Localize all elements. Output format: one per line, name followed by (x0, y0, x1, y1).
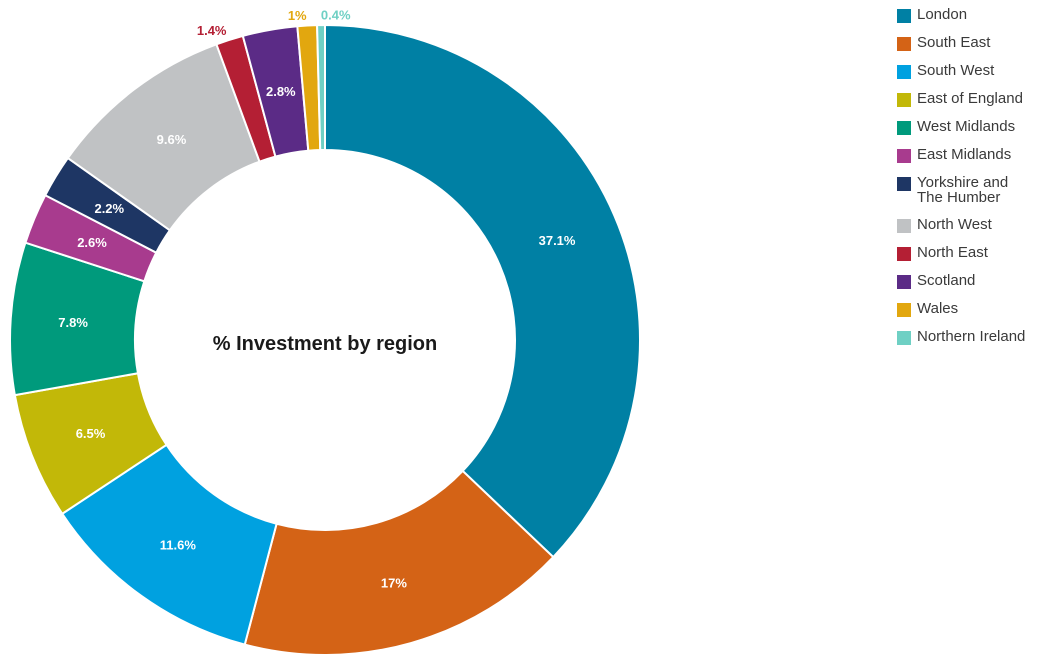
data-label-south-west: 11.6% (160, 538, 197, 553)
legend-item-south-west: South West (897, 63, 1043, 79)
legend-item-west-midlands: West Midlands (897, 119, 1043, 135)
legend-label: Wales (917, 300, 959, 317)
data-label-east-midlands: 2.6% (77, 235, 107, 250)
legend-item-scotland: Scotland (897, 273, 1043, 289)
legend-swatch (897, 149, 911, 163)
legend-label: Yorkshire and The Humber (917, 174, 1009, 206)
data-label-wales: 1% (288, 8, 307, 23)
legend-label: Scotland (917, 272, 976, 289)
legend-item-northern-ireland: Northern Ireland (897, 329, 1043, 345)
legend-label: East Midlands (917, 146, 1012, 163)
legend-item-south-east: South East (897, 35, 1043, 51)
legend-label: North West (917, 216, 992, 233)
chart-title: % Investment by region (213, 333, 438, 355)
legend-label: South West (917, 62, 995, 79)
legend-label: London (917, 6, 968, 23)
legend-item-east-of-england: East of England (897, 91, 1043, 107)
legend-swatch (897, 121, 911, 135)
legend-swatch (897, 219, 911, 233)
legend-item-yorkshire-and-the-humber: Yorkshire and The Humber (897, 175, 1043, 205)
legend-label: East of England (917, 90, 1023, 107)
legend-swatch (897, 331, 911, 345)
slice-northern-ireland (316, 23, 326, 152)
slice-south-east (243, 469, 555, 654)
legend-swatch (897, 177, 911, 191)
data-label-west-midlands: 7.8% (58, 315, 88, 330)
legend-swatch (897, 247, 911, 261)
data-label-london: 37.1% (539, 233, 576, 248)
data-label-north-east: 1.4% (197, 23, 227, 38)
data-label-northern-ireland: 0.4% (321, 8, 351, 23)
data-label-north-west: 9.6% (157, 132, 187, 147)
data-label-south-east: 17% (381, 575, 407, 590)
legend-label: West Midlands (917, 118, 1016, 135)
legend-item-london: London (897, 7, 1043, 23)
legend-swatch (897, 9, 911, 23)
data-label-east-of-england: 6.5% (76, 426, 106, 441)
legend-swatch (897, 275, 911, 289)
legend-swatch (897, 65, 911, 79)
slice-london (324, 23, 641, 559)
data-label-scotland: 2.8% (266, 84, 296, 99)
legend-item-wales: Wales (897, 301, 1043, 317)
legend-swatch (897, 303, 911, 317)
legend: London South East South West East of Englan… (897, 7, 1043, 357)
data-label-yorkshire-and-the-humber: 2.2% (94, 201, 124, 216)
legend-swatch (897, 37, 911, 51)
legend-label: Northern Ireland (917, 328, 1026, 345)
legend-item-north-east: North East (897, 245, 1043, 261)
legend-item-north-west: North West (897, 217, 1043, 233)
slice-labels: 37.1% 17% 11.6% 6.5% 7.8% 2.6% 2.2% 9.6% 1.4% 2.8… (58, 8, 576, 591)
legend-item-east-midlands: East Midlands (897, 147, 1043, 163)
donut-slices (9, 23, 641, 654)
legend-label: South East (917, 34, 991, 51)
legend-label: North East (917, 244, 988, 261)
legend-swatch (897, 93, 911, 107)
